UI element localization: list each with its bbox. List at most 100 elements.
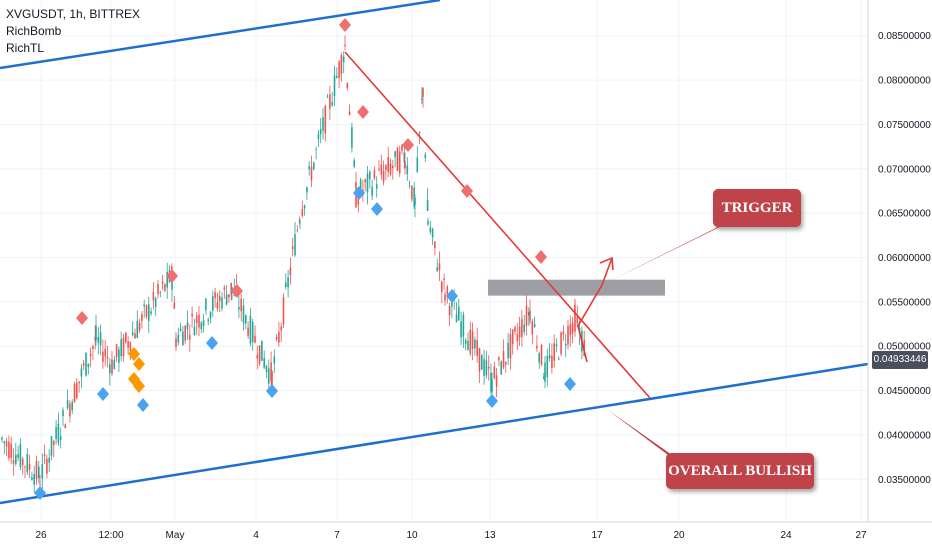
- candle-body: [254, 335, 256, 343]
- candle-body: [426, 199, 429, 211]
- time-axis-label: 7: [334, 530, 340, 541]
- candle-body: [476, 339, 478, 356]
- candle-body: [564, 343, 567, 346]
- time-axis-label: 20: [673, 530, 685, 541]
- buy-signal-marker[interactable]: [446, 289, 458, 303]
- candle-body: [138, 322, 141, 331]
- trigger-pointer: [608, 218, 738, 282]
- orange-signal-marker[interactable]: [128, 347, 140, 361]
- candle-body: [536, 345, 538, 349]
- candle-body: [455, 314, 458, 323]
- candle-body: [118, 349, 120, 363]
- sell-signal-marker[interactable]: [166, 269, 178, 283]
- orange-signal-marker[interactable]: [133, 357, 145, 371]
- indicator-richtl[interactable]: RichTL: [6, 41, 45, 55]
- buy-signal-marker[interactable]: [137, 398, 149, 412]
- candle-body: [574, 309, 576, 332]
- indicator-richbomb[interactable]: RichBomb: [6, 24, 62, 38]
- candle-body: [15, 454, 17, 464]
- candle-body: [207, 319, 209, 322]
- sell-signal-marker[interactable]: [535, 250, 547, 264]
- candle-body: [46, 458, 48, 474]
- candle-body: [189, 334, 191, 340]
- candle-body: [95, 325, 97, 341]
- candle-body: [319, 129, 322, 135]
- buy-signal-marker[interactable]: [353, 186, 365, 200]
- candle-body: [446, 286, 449, 295]
- candle-body: [495, 375, 498, 387]
- candle-body: [301, 209, 304, 216]
- price-axis-label: 0.07000000: [878, 164, 931, 175]
- buy-signal-marker[interactable]: [206, 336, 218, 350]
- candle-body: [202, 320, 205, 326]
- sell-signal-marker[interactable]: [357, 105, 369, 119]
- resistance-zone[interactable]: [488, 279, 665, 296]
- candle-body: [113, 359, 116, 370]
- candle-body: [529, 310, 531, 322]
- sell-signal-marker[interactable]: [76, 311, 88, 325]
- candle-body: [195, 315, 198, 323]
- candle-body: [182, 331, 184, 346]
- sell-signal-marker[interactable]: [461, 184, 473, 198]
- candle-body: [69, 403, 71, 417]
- candle-body: [507, 342, 509, 359]
- candle-body: [333, 75, 336, 97]
- buy-signal-marker[interactable]: [564, 377, 576, 391]
- time-axis-label: 17: [591, 530, 603, 541]
- channel-lower-line[interactable]: [0, 362, 869, 505]
- symbol-title[interactable]: XVGUSDT, 1h, BITTREX: [6, 7, 141, 21]
- candle-body: [214, 292, 216, 299]
- sell-signal-marker[interactable]: [402, 138, 414, 152]
- overall-pointer: [608, 410, 682, 462]
- descending-trendline[interactable]: [344, 51, 651, 399]
- candle-body: [322, 117, 324, 131]
- candle-body: [523, 324, 525, 332]
- candle-body: [464, 339, 467, 345]
- candle-body: [85, 353, 87, 376]
- candle-body: [55, 427, 57, 439]
- candle-body: [392, 165, 394, 168]
- candle-body: [50, 436, 53, 456]
- candle-body: [154, 298, 157, 307]
- sell-signal-marker[interactable]: [339, 18, 351, 32]
- candle-body: [28, 464, 31, 470]
- candle-body: [157, 284, 159, 295]
- time-axis-label: May: [166, 530, 185, 541]
- buy-signal-marker[interactable]: [371, 202, 383, 216]
- projection-arrow[interactable]: [577, 257, 613, 363]
- channel-upper-line[interactable]: [0, 0, 441, 70]
- sell-signal-marker[interactable]: [231, 284, 243, 298]
- candle-body: [127, 341, 129, 348]
- candle-body: [567, 325, 569, 345]
- candle-body: [299, 222, 301, 224]
- candle-body: [438, 263, 441, 271]
- candle-body: [268, 368, 270, 384]
- candle-body: [378, 168, 380, 170]
- candle-body: [490, 372, 492, 392]
- buy-signal-marker[interactable]: [34, 486, 46, 500]
- candle-body: [505, 361, 507, 365]
- candle-body: [364, 179, 366, 183]
- candle-body: [82, 363, 85, 366]
- candle-body: [218, 295, 221, 302]
- candle-body: [346, 83, 349, 89]
- candle-body: [478, 348, 481, 372]
- candle-body: [336, 75, 338, 78]
- candle-body: [514, 327, 516, 332]
- candle-body: [289, 267, 292, 276]
- candle-body: [265, 365, 268, 373]
- candle-body: [280, 326, 282, 331]
- candle-body: [403, 152, 406, 163]
- candle-body: [143, 304, 145, 307]
- candle-body: [404, 161, 406, 169]
- candle-body: [357, 195, 360, 205]
- buy-signal-marker[interactable]: [266, 384, 278, 398]
- buy-signal-marker[interactable]: [486, 394, 498, 408]
- orange-signal-marker[interactable]: [133, 379, 145, 393]
- candle-body: [431, 228, 434, 238]
- candle-body: [122, 337, 125, 357]
- candle-body: [560, 332, 562, 354]
- buy-signal-marker[interactable]: [97, 387, 109, 401]
